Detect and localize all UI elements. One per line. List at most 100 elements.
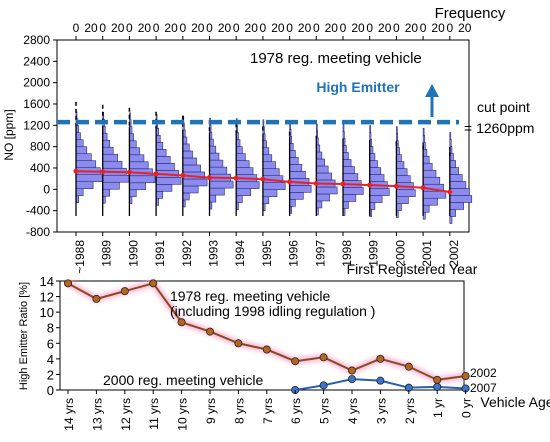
histogram-bin	[129, 189, 137, 198]
y-tick-label: 4	[47, 352, 54, 367]
histogram-bin	[209, 145, 217, 154]
histogram-bin	[155, 177, 182, 185]
histogram-bin	[396, 154, 402, 162]
histogram-bin	[449, 174, 463, 182]
histogram-bin	[449, 188, 470, 196]
histogram-bin	[235, 167, 254, 175]
histogram-1988	[75, 101, 104, 216]
x-tick-label: 1998	[340, 240, 354, 267]
histogram-bin	[102, 146, 114, 155]
histogram-bin	[102, 132, 108, 141]
x-tick-label: 14 yrs	[62, 398, 76, 431]
x-tick-label: 12 yrs	[119, 398, 133, 431]
histogram-bin	[342, 201, 349, 209]
histogram-bin	[342, 152, 349, 160]
histogram-bin	[342, 187, 364, 195]
histogram-bin	[396, 126, 398, 134]
histogram-bin	[289, 150, 296, 158]
histogram-bin	[129, 154, 145, 163]
frequency-tick-0: 0	[446, 21, 453, 35]
histogram-bin	[342, 159, 352, 167]
histogram-bin	[155, 149, 167, 157]
histogram-bin	[209, 152, 220, 161]
histogram-y-axis-label: NO [ppm]	[2, 109, 16, 160]
histogram-bin	[235, 195, 243, 203]
histogram-bin	[449, 167, 459, 175]
histogram-bin	[342, 173, 359, 181]
frequency-tick-20: 20	[164, 21, 178, 35]
ratio-series	[64, 279, 470, 394]
histogram-bin	[315, 172, 332, 181]
histogram-bin	[342, 166, 355, 174]
y-tick-label: 400	[30, 161, 50, 175]
histogram-bin	[315, 200, 323, 209]
x-tick-label: 8 yrs	[232, 398, 246, 424]
histogram-bin	[129, 182, 146, 191]
histogram-bin	[369, 160, 378, 168]
histogram-title: 1978 reg. meeting vehicle	[250, 50, 422, 67]
histogram-bin	[422, 190, 447, 199]
frequency-tick-0: 0	[260, 21, 267, 35]
y-tick-label: -800	[26, 225, 50, 239]
histogram-bin	[75, 181, 94, 189]
histogram-bin	[235, 160, 250, 168]
histogram-bin	[209, 159, 224, 168]
series-point-0	[461, 371, 470, 380]
histogram-bin	[315, 158, 325, 167]
histogram-1995	[262, 119, 286, 216]
histogram-bin	[315, 151, 323, 160]
high-emitter-label: High Emitter	[316, 79, 400, 95]
histogram-bin	[129, 175, 156, 184]
histogram-bin	[129, 161, 149, 170]
histogram-bin	[422, 197, 438, 206]
histogram-bin	[182, 178, 208, 187]
histogram-bin	[75, 160, 97, 168]
histogram-bin	[209, 194, 217, 203]
histogram-bin	[422, 155, 430, 164]
frequency-tick-20: 20	[245, 21, 259, 35]
histogram-bin	[262, 161, 276, 169]
x-tick-label: 1994	[233, 240, 247, 267]
frequency-tick-0: 0	[99, 21, 106, 35]
histogram-bin	[182, 157, 197, 166]
histogram-bin	[449, 132, 452, 140]
histogram-bin	[182, 143, 190, 152]
histogram-bin	[235, 146, 243, 154]
histogram-bin	[396, 175, 411, 183]
histogram-bin	[422, 162, 433, 171]
histogram-1997	[315, 123, 338, 216]
y-tick-label: 6	[47, 336, 54, 351]
frequency-tick-20: 20	[111, 21, 125, 35]
ratio-y-axis-label: High Emitter Ratio [%]	[18, 282, 30, 390]
histogram-bin	[289, 185, 312, 193]
histogram-bin	[155, 191, 164, 199]
x-tick-label: 1993	[207, 240, 221, 267]
histogram-bin	[449, 202, 464, 210]
frequency-tick-0: 0	[313, 21, 320, 35]
ratio-x-tick-labels: 14 yrs 13 yrs 12 yrs 11 yrs 10 yrs 9 yrs 8 yrs…	[62, 390, 474, 431]
series-2000-end-label: 2007	[470, 381, 497, 395]
series-1978-label-line2: (including 1998 idling regulation )	[170, 303, 375, 319]
histogram-bin	[182, 185, 199, 194]
histogram-bin	[102, 188, 111, 197]
y-tick-label: 8	[47, 321, 54, 336]
histogram-x-tick-labels: ~1988 1989 1990 1991 1992 1993 1994 1995 1996 199…	[73, 232, 461, 274]
x-tick-label: 11 yrs	[147, 398, 161, 430]
frequency-tick-20: 20	[431, 21, 445, 35]
frequency-tick-20: 20	[351, 21, 365, 35]
frequency-axis-label: Frequency	[435, 5, 506, 22]
histogram-1998	[342, 124, 364, 216]
histogram-bin	[102, 174, 130, 183]
histogram-y-axis: -800 -400 0 400 800 1200 1600 2000 2400 2800	[23, 33, 57, 239]
y-tick-label: 10	[40, 305, 54, 320]
x-tick-label: 10 yrs	[176, 398, 190, 431]
ratio-x-axis-label: Vehicle Age	[480, 394, 550, 410]
x-tick-label: 2000	[393, 240, 407, 267]
histogram-bin	[396, 203, 402, 211]
cutpoint-label-1: cut point	[477, 99, 530, 115]
histogram-bin	[129, 140, 137, 149]
histogram-bin	[342, 194, 357, 202]
y-tick-label: 2800	[23, 33, 50, 47]
histogram-bin	[75, 132, 81, 140]
frequency-tick-20: 20	[458, 21, 472, 35]
